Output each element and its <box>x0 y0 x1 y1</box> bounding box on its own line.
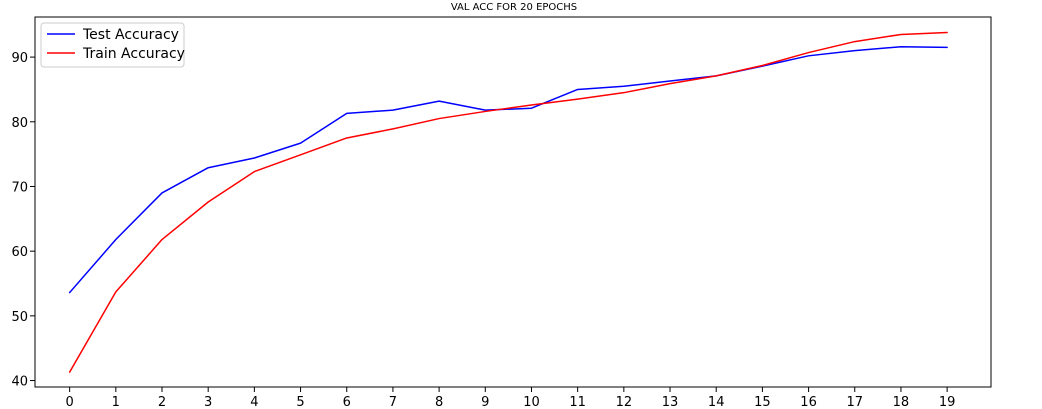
x-tick-label: 3 <box>204 395 212 409</box>
y-tick-label: 60 <box>11 245 28 260</box>
x-tick-label: 4 <box>250 395 258 409</box>
legend: Test Accuracy Train Accuracy <box>40 22 185 68</box>
x-tick-label: 15 <box>754 395 771 409</box>
legend-label: Train Accuracy <box>82 46 185 62</box>
x-tick-label: 0 <box>65 395 73 409</box>
series-line-test-accuracy <box>68 46 948 294</box>
legend-frame <box>40 22 185 68</box>
chart-title: VAL ACC FOR 20 EPOCHS <box>451 2 577 13</box>
x-tick-label: 8 <box>435 395 443 409</box>
legend-label: Test Accuracy <box>82 27 179 43</box>
series-layer <box>68 31 948 373</box>
x-tick-label: 2 <box>158 395 166 409</box>
x-tick-label: 12 <box>616 395 633 409</box>
y-tick-label: 40 <box>11 375 28 390</box>
x-tick-label: 5 <box>296 395 304 409</box>
x-tick-label: 1 <box>112 395 120 409</box>
x-tick-label: 18 <box>893 395 910 409</box>
y-tick-label: 70 <box>11 180 28 195</box>
x-tick-label: 11 <box>569 395 586 409</box>
x-tick-label: 14 <box>708 395 725 409</box>
plot-frame <box>34 16 992 388</box>
x-tick-label: 7 <box>389 395 397 409</box>
x-tick-label: 9 <box>481 395 489 409</box>
x-tick-label: 19 <box>939 395 956 409</box>
x-axis: 0 1 2 3 4 5 6 7 8 9 10 11 12 13 14 15 16 17 18 19 <box>65 387 955 409</box>
x-tick-label: 6 <box>343 395 351 409</box>
y-tick-label: 80 <box>11 116 28 131</box>
x-tick-label: 16 <box>800 395 817 409</box>
y-tick-label: 50 <box>11 310 28 325</box>
y-axis: 40 50 60 70 80 90 <box>11 51 35 390</box>
y-tick-label: 90 <box>11 51 28 66</box>
series-line-train-accuracy <box>68 31 948 373</box>
x-tick-label: 17 <box>846 395 863 409</box>
x-tick-label: 10 <box>523 395 540 409</box>
x-tick-label: 13 <box>662 395 679 409</box>
